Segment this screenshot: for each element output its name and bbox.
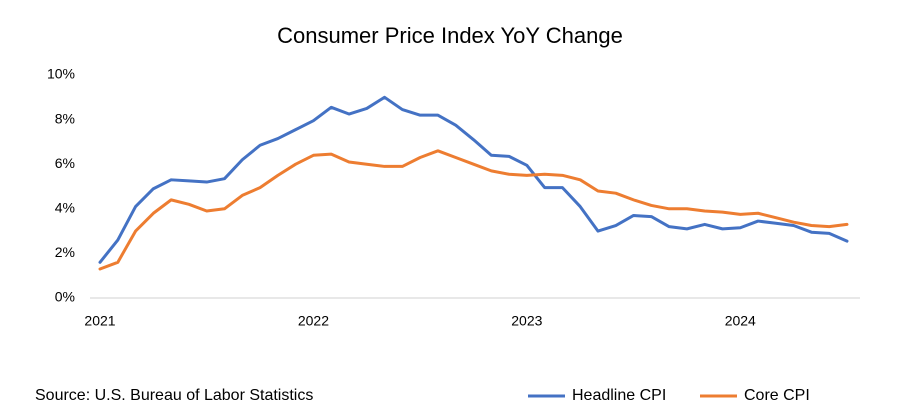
legend-label: Headline CPI bbox=[572, 387, 666, 404]
x-tick-label: 2024 bbox=[725, 313, 756, 329]
x-tick-label: 2022 bbox=[298, 313, 329, 329]
series-line bbox=[98, 149, 849, 271]
legend-label: Core CPI bbox=[744, 387, 810, 404]
y-tick-label: 6% bbox=[55, 155, 75, 171]
x-tick-label: 2021 bbox=[84, 313, 115, 329]
y-tick-label: 8% bbox=[55, 110, 75, 126]
y-tick-label: 10% bbox=[47, 66, 75, 82]
series-line bbox=[98, 95, 849, 264]
y-tick-label: 0% bbox=[55, 289, 75, 305]
source-note: Source: U.S. Bureau of Labor Statistics bbox=[35, 387, 313, 404]
y-tick-label: 2% bbox=[55, 244, 75, 260]
chart-title: Consumer Price Index YoY Change bbox=[277, 23, 623, 48]
y-tick-label: 4% bbox=[55, 200, 75, 216]
x-tick-label: 2023 bbox=[511, 313, 542, 329]
